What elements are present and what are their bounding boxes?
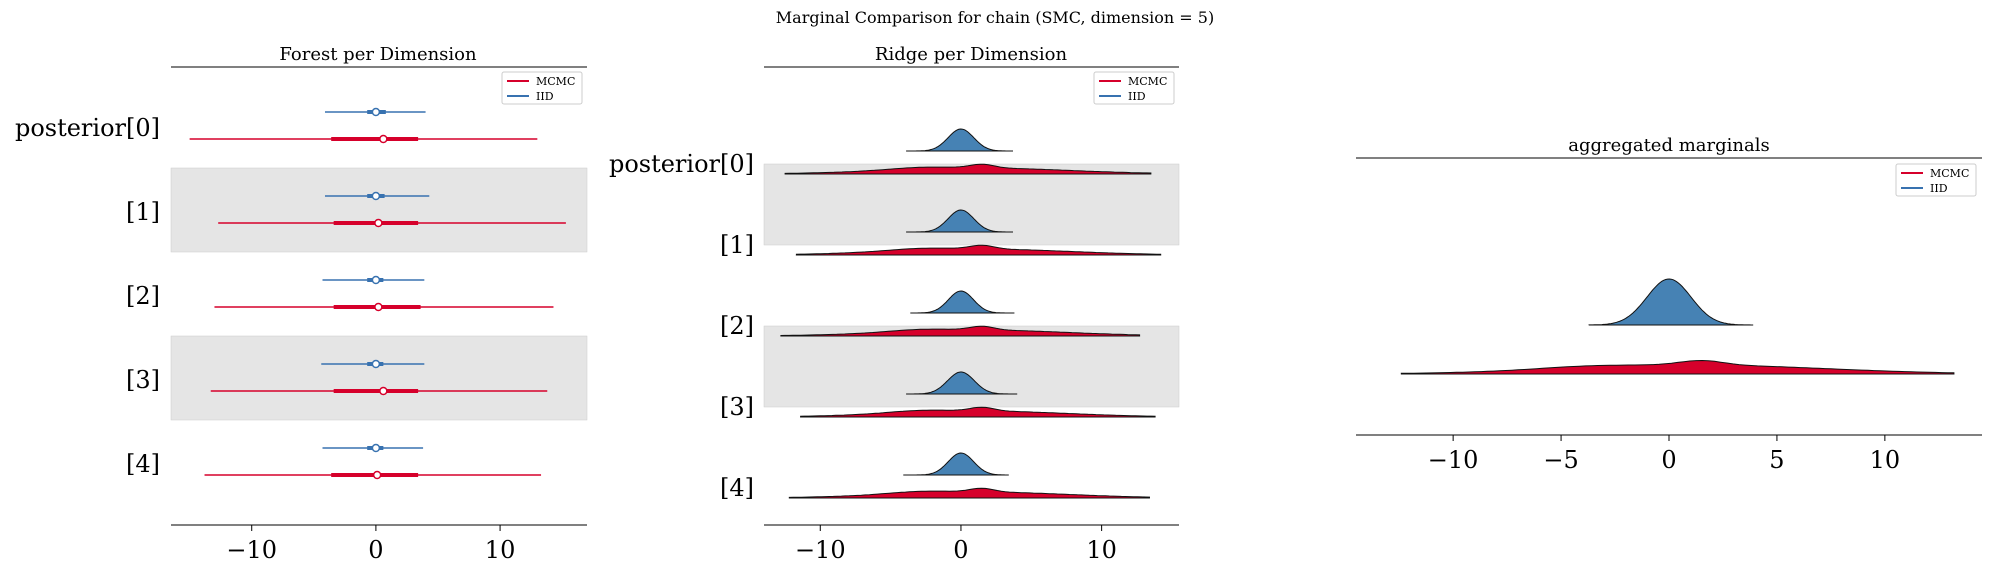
iid-density (906, 209, 1013, 233)
mcmc-density (788, 487, 1151, 499)
mcmc-median-point (379, 386, 388, 396)
iid-median-point (371, 191, 381, 201)
ridge-legend-label-iid: IID (1128, 90, 1146, 103)
forest-panel-title: Forest per Dimension (279, 44, 477, 65)
mcmc-median-point (374, 218, 383, 228)
figure-suptitle: Marginal Comparison for chain (SMC, dime… (776, 8, 1214, 27)
aggregated-xtick-label: 5 (1769, 446, 1784, 474)
ridge-xtick-label: 0 (953, 536, 968, 564)
ridge-ylabel: posterior[0] (609, 150, 754, 178)
forest-legend: MCMC IID (501, 71, 583, 105)
ridge-ylabel: [4] (720, 474, 754, 502)
ridge-ylabel: [1] (720, 231, 754, 259)
iid-density (903, 452, 1009, 476)
ridge-ylabel: [2] (720, 312, 754, 340)
iid-density (906, 128, 1013, 152)
mcmc-density (784, 163, 1152, 175)
aggregated-iid-density (1588, 278, 1754, 326)
iid-median-point (371, 275, 381, 285)
aggregated-legend: MCMC IID (1895, 163, 1977, 197)
ridge-ylabel: [3] (720, 393, 754, 421)
mcmc-density (795, 244, 1162, 256)
ridge-legend-label-mcmc: MCMC (1128, 75, 1167, 88)
ridge-panel-title: Ridge per Dimension (875, 44, 1068, 65)
aggregated-mcmc-density (1400, 359, 1955, 375)
forest-ylabel: [1] (126, 198, 160, 226)
mcmc-median-point (374, 302, 383, 312)
ridge-row-band (763, 325, 1180, 408)
iid-density (906, 371, 1018, 395)
iid-median-point (371, 107, 381, 117)
forest-row-band (170, 167, 588, 253)
forest-xtick-label: 10 (485, 536, 516, 564)
aggregated-xtick-label: 0 (1661, 446, 1676, 474)
forest-ylabel: [2] (126, 282, 160, 310)
forest-ylabel: [3] (126, 366, 160, 394)
forest-row-band (170, 335, 588, 421)
forest-xtick-label: −10 (226, 536, 277, 564)
mcmc-density (800, 406, 1156, 418)
mcmc-density (780, 325, 1141, 337)
forest-ylabel: posterior[0] (15, 114, 160, 142)
forest-xtick-label: 0 (368, 536, 383, 564)
ridge-panel: Ridge per Dimension posterior[0] [1] [2] [3… (609, 44, 1180, 564)
forest-legend-label-mcmc: MCMC (536, 75, 575, 88)
ridge-xtick-label: 10 (1086, 536, 1117, 564)
ridge-xtick-label: −10 (795, 536, 846, 564)
aggregated-panel-title: aggregated marginals (1568, 135, 1769, 156)
aggregated-panel: aggregated marginals −10 −5 0 5 10 MCMC IID (1356, 135, 1982, 474)
mcmc-median-point (379, 134, 388, 144)
iid-median-point (371, 359, 381, 369)
aggregated-legend-label-mcmc: MCMC (1930, 167, 1969, 180)
aggregated-legend-label-iid: IID (1930, 182, 1948, 195)
forest-legend-label-iid: IID (536, 90, 554, 103)
aggregated-xtick-label: −10 (1428, 446, 1479, 474)
ridge-row-band (763, 163, 1180, 246)
aggregated-xtick-label: −5 (1543, 446, 1578, 474)
ridge-legend: MCMC IID (1093, 71, 1175, 105)
iid-median-point (371, 443, 381, 453)
iid-density (910, 290, 1015, 314)
forest-panel: Forest per Dimension posterior[0] [1] [2] [… (15, 44, 588, 564)
mcmc-median-point (372, 470, 382, 480)
forest-ylabel: [4] (126, 450, 160, 478)
aggregated-xtick-label: 10 (1870, 446, 1901, 474)
